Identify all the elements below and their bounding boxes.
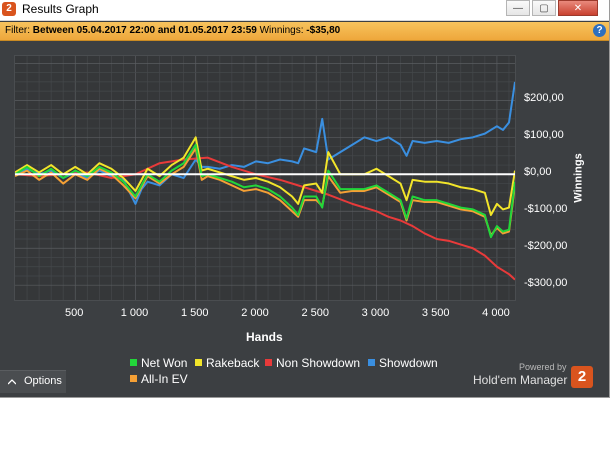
legend-label: Non Showdown (276, 356, 361, 370)
results-chart (14, 56, 516, 300)
results-graph-window: 2 Results Graph — ▢ ✕ Filter: Between 05… (0, 0, 610, 398)
minimize-button[interactable]: — (506, 0, 530, 16)
legend-swatch (265, 359, 272, 366)
series-line-all-in-ev (14, 147, 516, 237)
y-tick-label: $0,00 (524, 166, 552, 179)
x-axis-label: Hands (246, 330, 283, 344)
x-tick-label: 1 000 (120, 307, 149, 319)
x-tick-label: 3 000 (361, 307, 390, 319)
y-axis-label: Winnings (572, 153, 585, 203)
chevron-up-icon (8, 379, 16, 385)
options-label: Options (24, 375, 62, 387)
winnings-label: Winnings: (259, 25, 304, 36)
filter-summary: Filter: Between 05.04.2017 22:00 and 01.… (5, 25, 340, 36)
filter-range: Between 05.04.2017 22:00 and 01.05.2017 … (32, 25, 257, 36)
y-tick-label: -$200,00 (524, 240, 568, 253)
series-line-rakeback (14, 136, 516, 216)
legend-label: All-In EV (141, 372, 188, 386)
hem-logo-icon: 2 (571, 366, 593, 388)
legend-label: Net Won (141, 356, 188, 370)
legend-item-showdown[interactable]: Showdown (368, 356, 438, 370)
legend-swatch (130, 359, 137, 366)
x-tick-label: 4 000 (482, 307, 510, 319)
options-button[interactable]: Options (0, 370, 66, 393)
help-icon[interactable]: ? (593, 24, 606, 37)
legend-item-non-showdown[interactable]: Non Showdown (265, 356, 360, 370)
x-tick-label: 2 000 (241, 307, 269, 319)
x-tick-label: 3 500 (421, 307, 450, 319)
legend-swatch (195, 359, 202, 366)
x-tick-label: 500 (65, 307, 84, 319)
close-button[interactable]: ✕ (558, 0, 598, 16)
title-bar: 2 Results Graph — ▢ ✕ (0, 0, 609, 21)
x-tick-label: 1 500 (180, 307, 209, 319)
plot-area (14, 55, 516, 301)
legend-swatch (130, 375, 137, 382)
powered-by-text: Powered by (519, 362, 567, 372)
brand-name: Hold'em Manager (473, 373, 568, 387)
winnings-value: -$35,80 (306, 25, 341, 36)
window-title: Results Graph (22, 2, 99, 16)
legend-label: Showdown (379, 356, 438, 370)
y-tick-label: -$100,00 (524, 203, 568, 216)
legend-item-net-won[interactable]: Net Won (130, 356, 187, 370)
x-tick-label: 2 500 (301, 307, 329, 319)
y-tick-label: $200,00 (524, 92, 564, 105)
y-tick-label: -$300,00 (524, 277, 568, 290)
filter-label: Filter: (5, 25, 30, 36)
app-logo-icon: 2 (2, 2, 16, 16)
y-tick-label: $100,00 (524, 129, 564, 142)
legend-item-rakeback[interactable]: Rakeback (195, 356, 259, 370)
legend-item-all-in-ev[interactable]: All-In EV (130, 372, 188, 386)
legend-label: Rakeback (206, 356, 260, 370)
filter-bar: Filter: Between 05.04.2017 22:00 and 01.… (0, 22, 609, 41)
legend-swatch (368, 359, 375, 366)
maximize-button[interactable]: ▢ (532, 0, 556, 16)
